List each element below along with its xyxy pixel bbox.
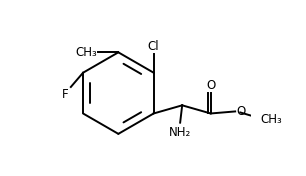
Text: CH₃: CH₃ bbox=[261, 113, 282, 126]
Text: NH₂: NH₂ bbox=[169, 126, 191, 139]
Text: O: O bbox=[236, 105, 245, 118]
Text: Cl: Cl bbox=[148, 40, 159, 53]
Text: CH₃: CH₃ bbox=[75, 46, 97, 59]
Text: O: O bbox=[206, 79, 215, 92]
Text: F: F bbox=[62, 88, 69, 101]
